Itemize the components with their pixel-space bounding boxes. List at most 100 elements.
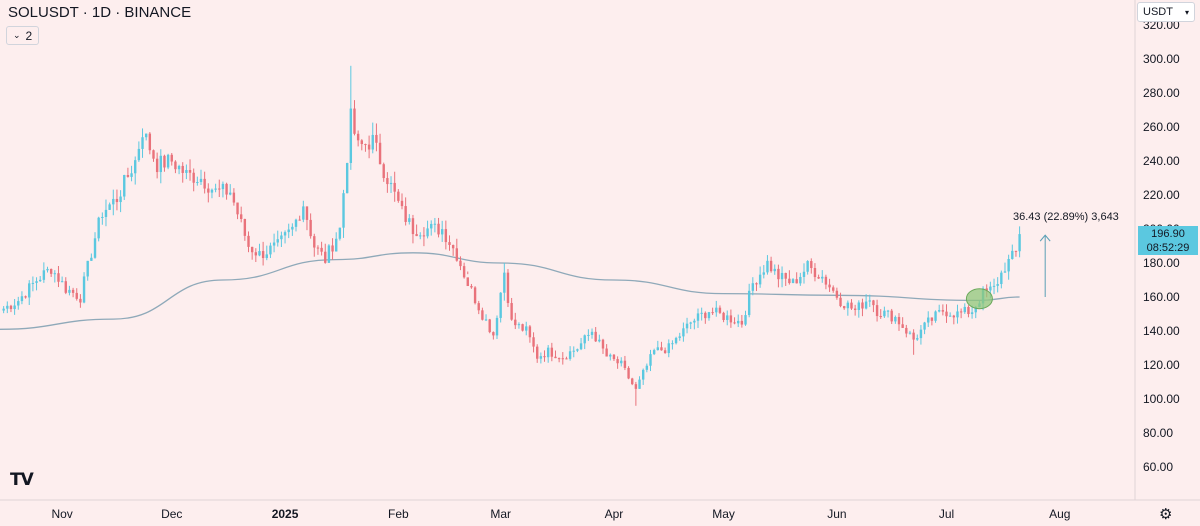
candle-body [437,223,440,235]
candle-body [682,328,685,337]
candle-body [320,247,323,252]
candle-body [386,178,389,185]
candle-body [769,260,773,272]
candle-body [258,251,261,256]
indicator-toggle[interactable]: ⌄ 2 [6,26,40,45]
candle-body [678,336,681,338]
candle-body [28,283,31,298]
candle-body [126,175,130,177]
candle-body [97,217,100,239]
candle-body [367,144,371,150]
candle-body [134,160,137,174]
y-tick-label: 260.00 [1143,120,1180,134]
candle-body [930,317,934,321]
y-tick-label: 180.00 [1143,256,1180,270]
candle-body [207,188,210,193]
candle-body [345,162,349,194]
candle-body [1007,258,1010,272]
candle-body [824,276,828,285]
candle-body [685,323,689,329]
candle-body [415,234,418,237]
candle-body [166,154,170,168]
candle-body [243,218,247,236]
candle-body [890,310,893,322]
settings-gear-icon[interactable]: ⚙ [1159,506,1173,523]
candle-body [218,188,221,190]
candle-body [996,284,999,286]
currency-label: USDT [1143,6,1173,18]
candle-body [711,312,714,314]
candle-body [163,155,166,168]
candle-body [557,358,561,360]
candle-body [64,281,67,293]
candle-body [832,287,835,291]
x-tick-label: Jul [939,507,954,521]
candle-body [404,206,407,222]
candle-body [663,350,667,354]
candle-body [766,260,769,273]
candle-body [609,354,612,357]
candle-body [141,137,144,149]
candle-body [908,332,912,334]
candle-body [408,218,411,222]
indicator-count: 2 [25,28,33,43]
candle-body [35,281,38,283]
candle-body [718,307,722,313]
candle-body [565,358,568,360]
candle-body [2,308,5,311]
candle-body [159,155,162,173]
candle-body [506,272,510,304]
candle-body [945,311,948,317]
candle-body [462,266,466,278]
measurement-label: 36.43 (22.89%) 3,643 [1013,211,1119,223]
candle-body [649,354,652,366]
candle-body [536,346,539,359]
candle-body [594,331,597,342]
candle-body [941,310,945,312]
candle-body [192,172,195,183]
candle-body [1003,271,1007,273]
candle-body [758,274,762,285]
candle-body [780,272,784,280]
candle-body [546,347,550,358]
candle-body [93,238,97,258]
candle-body [239,214,243,219]
candle-body [331,245,334,252]
candle-body [6,305,9,309]
y-tick-label: 300.00 [1143,52,1180,66]
candle-body [335,238,338,252]
candle-body [989,286,992,291]
candle-body [444,229,448,243]
candle-body [992,285,996,287]
candle-body [532,337,535,347]
candle-body [886,310,890,312]
candle-body [283,232,287,236]
candle-body [799,276,802,284]
candle-body [294,219,298,227]
currency-select[interactable]: USDT ▾ [1137,2,1195,22]
candle-body [839,297,842,307]
candle-body [353,108,356,134]
x-tick-label: Feb [388,507,409,521]
y-tick-label: 100.00 [1143,392,1180,406]
candle-body [356,133,360,141]
moving-average-line [0,252,1020,330]
candle-body [38,279,42,282]
candle-body [327,245,331,263]
measure-arrow-head [1039,234,1051,242]
candle-body [704,312,707,319]
candle-body [225,183,228,195]
candle-body [916,338,919,340]
bar-countdown: 08:52:29 [1146,242,1190,254]
candle-body [974,307,977,313]
candle-body [938,310,941,312]
candle-body [539,356,543,359]
candle-body [846,302,850,309]
candle-body [517,324,521,326]
candle-body [313,236,316,248]
candle-body [422,235,426,237]
candle-body [689,322,692,324]
candle-body [554,356,557,359]
candle-body [196,182,199,184]
